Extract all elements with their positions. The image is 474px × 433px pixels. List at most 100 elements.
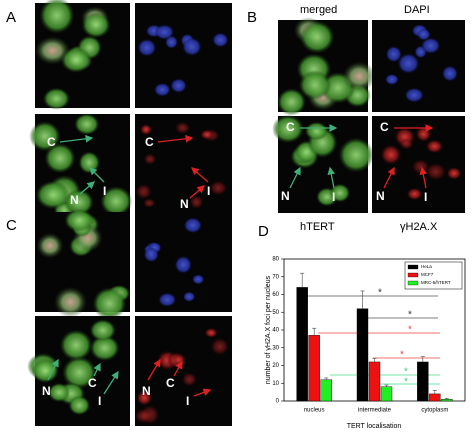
cell [416, 28, 431, 41]
cell [42, 87, 71, 110]
legend-label: MCF7 [421, 272, 434, 277]
cell [209, 180, 228, 196]
significance-star: * [408, 325, 412, 336]
annotation-arrows [47, 124, 434, 397]
annotation: I [424, 190, 427, 204]
annotation: N [70, 193, 79, 207]
y-tick-label: 20 [272, 363, 279, 369]
cell [137, 38, 157, 57]
cell [441, 65, 458, 82]
cell [142, 198, 156, 209]
cell [424, 162, 447, 181]
error-bar [444, 398, 449, 400]
cell [183, 217, 203, 234]
cell [277, 88, 307, 116]
cell [153, 82, 171, 97]
bar [417, 361, 429, 402]
cell [329, 183, 351, 203]
bar [429, 393, 441, 402]
legend-swatch [407, 272, 419, 278]
cell [29, 121, 61, 152]
annotation: N [281, 189, 290, 203]
panel-label: C [6, 217, 17, 234]
legend-label: MRC-5/hTERT [421, 280, 451, 285]
annotation-labels: C I N C I N C N I C N I N C I N C I [42, 120, 427, 408]
annotation: I [98, 394, 101, 408]
cell [136, 390, 153, 406]
cell [380, 144, 402, 165]
cell [53, 286, 87, 318]
cell [59, 329, 93, 361]
bar [320, 379, 332, 402]
bar-chart: number of γH2A.X foci per nucleus TERT l… [265, 257, 466, 430]
cell [31, 358, 59, 384]
annotation: C [88, 376, 97, 390]
cell [200, 129, 214, 140]
cell [338, 137, 374, 173]
cell [81, 12, 111, 39]
cell [189, 194, 204, 210]
significance-star: * [404, 367, 408, 378]
x-tick-label: intermediate [358, 408, 392, 414]
cell [446, 166, 462, 180]
y-tick-label: 0 [276, 399, 280, 405]
cell [64, 208, 95, 232]
annotation: N [376, 189, 385, 203]
annotation: I [332, 190, 335, 204]
cell [92, 287, 127, 320]
cell [212, 32, 229, 48]
annotation: C [286, 120, 295, 134]
y-axis-label: number of γH2A.X foci per nucleus [265, 275, 272, 384]
annotation: C [166, 376, 175, 390]
cell [62, 356, 97, 389]
legend-swatch [407, 280, 419, 286]
cell [420, 37, 441, 54]
annotation: N [42, 384, 51, 398]
bar [296, 287, 308, 402]
cell [78, 151, 100, 174]
cell [174, 255, 192, 274]
cell [35, 180, 71, 210]
cell [272, 114, 304, 144]
cell [397, 53, 420, 74]
annotation: C [47, 135, 56, 149]
cell [385, 73, 399, 85]
cell [399, 138, 414, 150]
error-bar [384, 384, 389, 387]
column-header: merged [300, 4, 337, 16]
error-bar [312, 327, 317, 336]
cell [411, 158, 430, 175]
column-footer: hTERT [300, 221, 335, 233]
y-tick-label: 80 [272, 257, 279, 263]
column-footer: γH2A.X [400, 221, 438, 233]
annotation: C [145, 135, 154, 149]
cell [60, 47, 92, 73]
cell [100, 186, 133, 217]
cell [385, 45, 402, 63]
cell [172, 353, 186, 366]
cell [183, 291, 196, 302]
cell [68, 395, 91, 416]
bar [308, 335, 320, 402]
cell [48, 382, 70, 403]
significance-star: * [378, 288, 382, 299]
cell [39, 0, 75, 34]
cell [143, 247, 159, 263]
cell [134, 408, 153, 424]
error-bar [372, 358, 377, 362]
column-header: DAPI [404, 4, 430, 16]
legend-label: HeLa [421, 264, 432, 269]
cell [192, 274, 205, 285]
y-tick-label: 70 [272, 274, 279, 280]
cell [154, 24, 175, 40]
annotation: I [103, 184, 106, 198]
cell [425, 139, 444, 154]
y-tick-label: 40 [272, 328, 279, 334]
cell [36, 232, 64, 259]
significance-star: * [404, 377, 408, 388]
bar [368, 361, 381, 402]
annotation: N [142, 384, 151, 398]
cell [342, 61, 376, 91]
cell [135, 183, 152, 200]
